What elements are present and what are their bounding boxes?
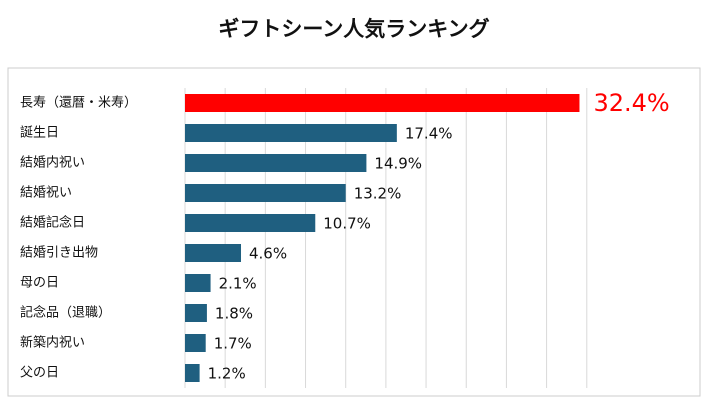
value-label: 14.9% [374, 155, 422, 173]
y-tick-label: 結婚祝い [20, 186, 72, 201]
y-tick-label: 母の日 [20, 276, 59, 291]
chart-title: ギフトシーン人気ランキング [218, 17, 489, 41]
bar [185, 334, 206, 352]
bar [185, 184, 346, 202]
bar [185, 124, 397, 142]
y-tick-label: 結婚内祝い [20, 155, 85, 171]
value-label: 17.4% [405, 125, 453, 143]
value-label: 13.2% [354, 185, 402, 203]
value-label: 32.4% [593, 89, 669, 117]
y-tick-label: 結婚引き出物 [20, 246, 98, 261]
bar [185, 94, 580, 112]
value-label: 2.1% [219, 275, 257, 293]
bar [185, 304, 207, 322]
y-tick-label: 誕生日 [20, 126, 59, 141]
value-label: 1.7% [214, 335, 252, 353]
y-tick-label: 長寿（還暦・米寿） [20, 96, 137, 111]
plot-frame [7, 67, 701, 397]
y-tick-label: 記念品（退職） [20, 305, 111, 321]
value-label: 4.6% [249, 245, 287, 263]
value-label: 1.8% [215, 305, 253, 323]
y-tick-label: 結婚記念日 [20, 215, 85, 231]
bar [185, 244, 242, 262]
value-label: 1.2% [208, 365, 246, 383]
value-label: 10.7% [323, 215, 371, 233]
bar [185, 364, 200, 382]
bar [185, 274, 211, 292]
y-tick-label: 新築内祝い [20, 335, 85, 351]
bar [185, 154, 367, 172]
y-tick-label: 父の日 [20, 366, 59, 381]
bar [185, 214, 316, 232]
